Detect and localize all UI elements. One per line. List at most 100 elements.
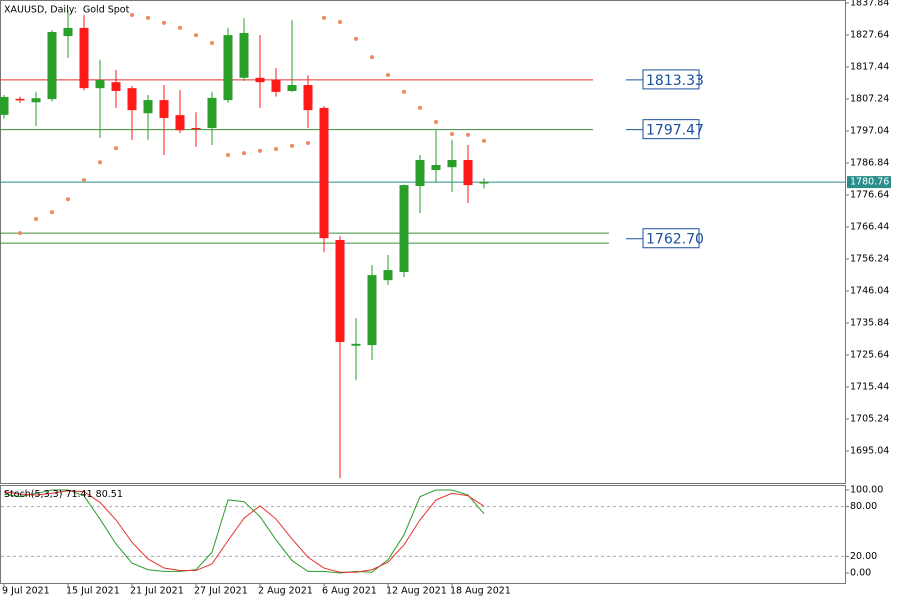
level-label: 1813.33 <box>646 73 704 89</box>
level-label: 1762.70 <box>646 232 704 248</box>
x-tick-label: 27 Jul 2021 <box>194 586 248 597</box>
x-tick-label: 15 Jul 2021 <box>66 586 120 597</box>
y-tick-label: 0.00 <box>850 568 871 579</box>
y-tick-label: 1827.64 <box>850 30 889 41</box>
main-panel <box>0 0 846 484</box>
sar-dot <box>98 160 102 165</box>
candle-body <box>303 85 313 111</box>
candle-body <box>335 239 345 342</box>
x-tick-label: 2 Aug 2021 <box>258 586 313 597</box>
stoch-line <box>3 490 485 573</box>
candle-body <box>431 165 441 171</box>
candle-body <box>159 100 169 118</box>
y-tick-label: 100.00 <box>850 484 883 495</box>
sar-dot <box>466 132 470 137</box>
stoch-panel <box>0 485 846 584</box>
level-box <box>642 69 700 90</box>
candle-body <box>63 27 73 37</box>
sar-dot <box>226 152 230 157</box>
candle-body <box>223 35 233 101</box>
candle-body <box>207 97 217 128</box>
x-tick-label: 21 Jul 2021 <box>130 586 184 597</box>
price-label: 1780.76 <box>850 177 889 188</box>
y-tick-label: 1705.24 <box>850 414 889 425</box>
sar-dot <box>130 13 134 18</box>
y-tick-label: 1695.04 <box>850 446 889 457</box>
y-tick-label: 1715.44 <box>850 382 889 393</box>
y-tick-label: 1776.64 <box>850 190 889 201</box>
candle-body <box>143 100 153 114</box>
level-label: 1797.47 <box>646 123 704 139</box>
candle-body <box>191 127 201 130</box>
y-tick-label: 1766.44 <box>850 222 889 233</box>
y-tick-label: 1807.24 <box>850 94 889 105</box>
sar-dot <box>402 89 406 94</box>
candle-body <box>287 85 297 91</box>
candle-body <box>239 32 249 78</box>
candle-body <box>351 343 361 346</box>
candle-body <box>111 82 121 91</box>
candle-body <box>463 159 473 186</box>
sar-dot <box>338 19 342 24</box>
x-tick-label: 9 Jul 2021 <box>2 586 50 597</box>
candle-body <box>95 79 105 89</box>
y-tick-label: 20.00 <box>850 551 877 562</box>
sar-dot <box>114 146 118 151</box>
candle-body <box>255 77 265 83</box>
sar-dot <box>322 15 326 20</box>
candle-body <box>15 98 25 101</box>
y-tick-label: 1817.44 <box>850 62 889 73</box>
y-tick-label: 1837.84 <box>850 0 889 9</box>
candle-body <box>319 107 329 239</box>
y-tick-label: 1725.64 <box>850 350 889 361</box>
sar-dot <box>482 138 486 143</box>
price-box <box>847 176 891 189</box>
y-tick-label: 1756.24 <box>850 254 889 265</box>
sar-dot <box>306 141 310 146</box>
sar-dot <box>178 25 182 30</box>
sar-dot <box>210 40 214 45</box>
level-box <box>642 119 700 140</box>
candle-body <box>367 275 377 346</box>
stoch-line <box>3 489 485 574</box>
sar-dot <box>434 120 438 125</box>
sar-dot <box>242 151 246 156</box>
x-tick-label: 18 Aug 2021 <box>450 586 511 597</box>
candle-body <box>447 159 457 168</box>
candle-body <box>383 270 393 281</box>
y-tick-label: 1746.04 <box>850 286 889 297</box>
chart-title: XAUUSD, Daily: Gold Spot <box>4 5 130 16</box>
candle-body <box>47 31 57 100</box>
candle-body <box>175 115 185 131</box>
candle-body <box>79 27 89 89</box>
sar-dot <box>194 33 198 38</box>
sar-dot <box>82 178 86 183</box>
y-tick-label: 1735.84 <box>850 318 889 329</box>
x-tick-label: 6 Aug 2021 <box>322 586 377 597</box>
sar-dot <box>258 148 262 153</box>
candle-body <box>271 79 281 92</box>
stoch-name: Stoch(5,3,3) <box>4 489 62 500</box>
sar-dot <box>66 197 70 202</box>
stoch-k-value: 71.41 <box>65 489 92 500</box>
y-tick-label: 80.00 <box>850 501 877 512</box>
candle-body <box>415 159 425 187</box>
sar-dot <box>354 36 358 41</box>
candle-body <box>0 96 9 115</box>
sar-dot <box>34 216 38 221</box>
y-tick-label: 1786.84 <box>850 158 889 169</box>
stoch-d-value: 80.51 <box>96 489 123 500</box>
candle-body <box>479 182 489 184</box>
sar-dot <box>50 210 54 215</box>
sar-dot <box>162 20 166 25</box>
sar-dot <box>450 131 454 136</box>
y-tick-label: 1797.04 <box>850 126 889 137</box>
sar-dot <box>274 147 278 152</box>
candle-body <box>31 98 41 103</box>
x-tick-label: 12 Aug 2021 <box>386 586 447 597</box>
sar-dot <box>418 105 422 110</box>
candle-body <box>399 185 409 272</box>
